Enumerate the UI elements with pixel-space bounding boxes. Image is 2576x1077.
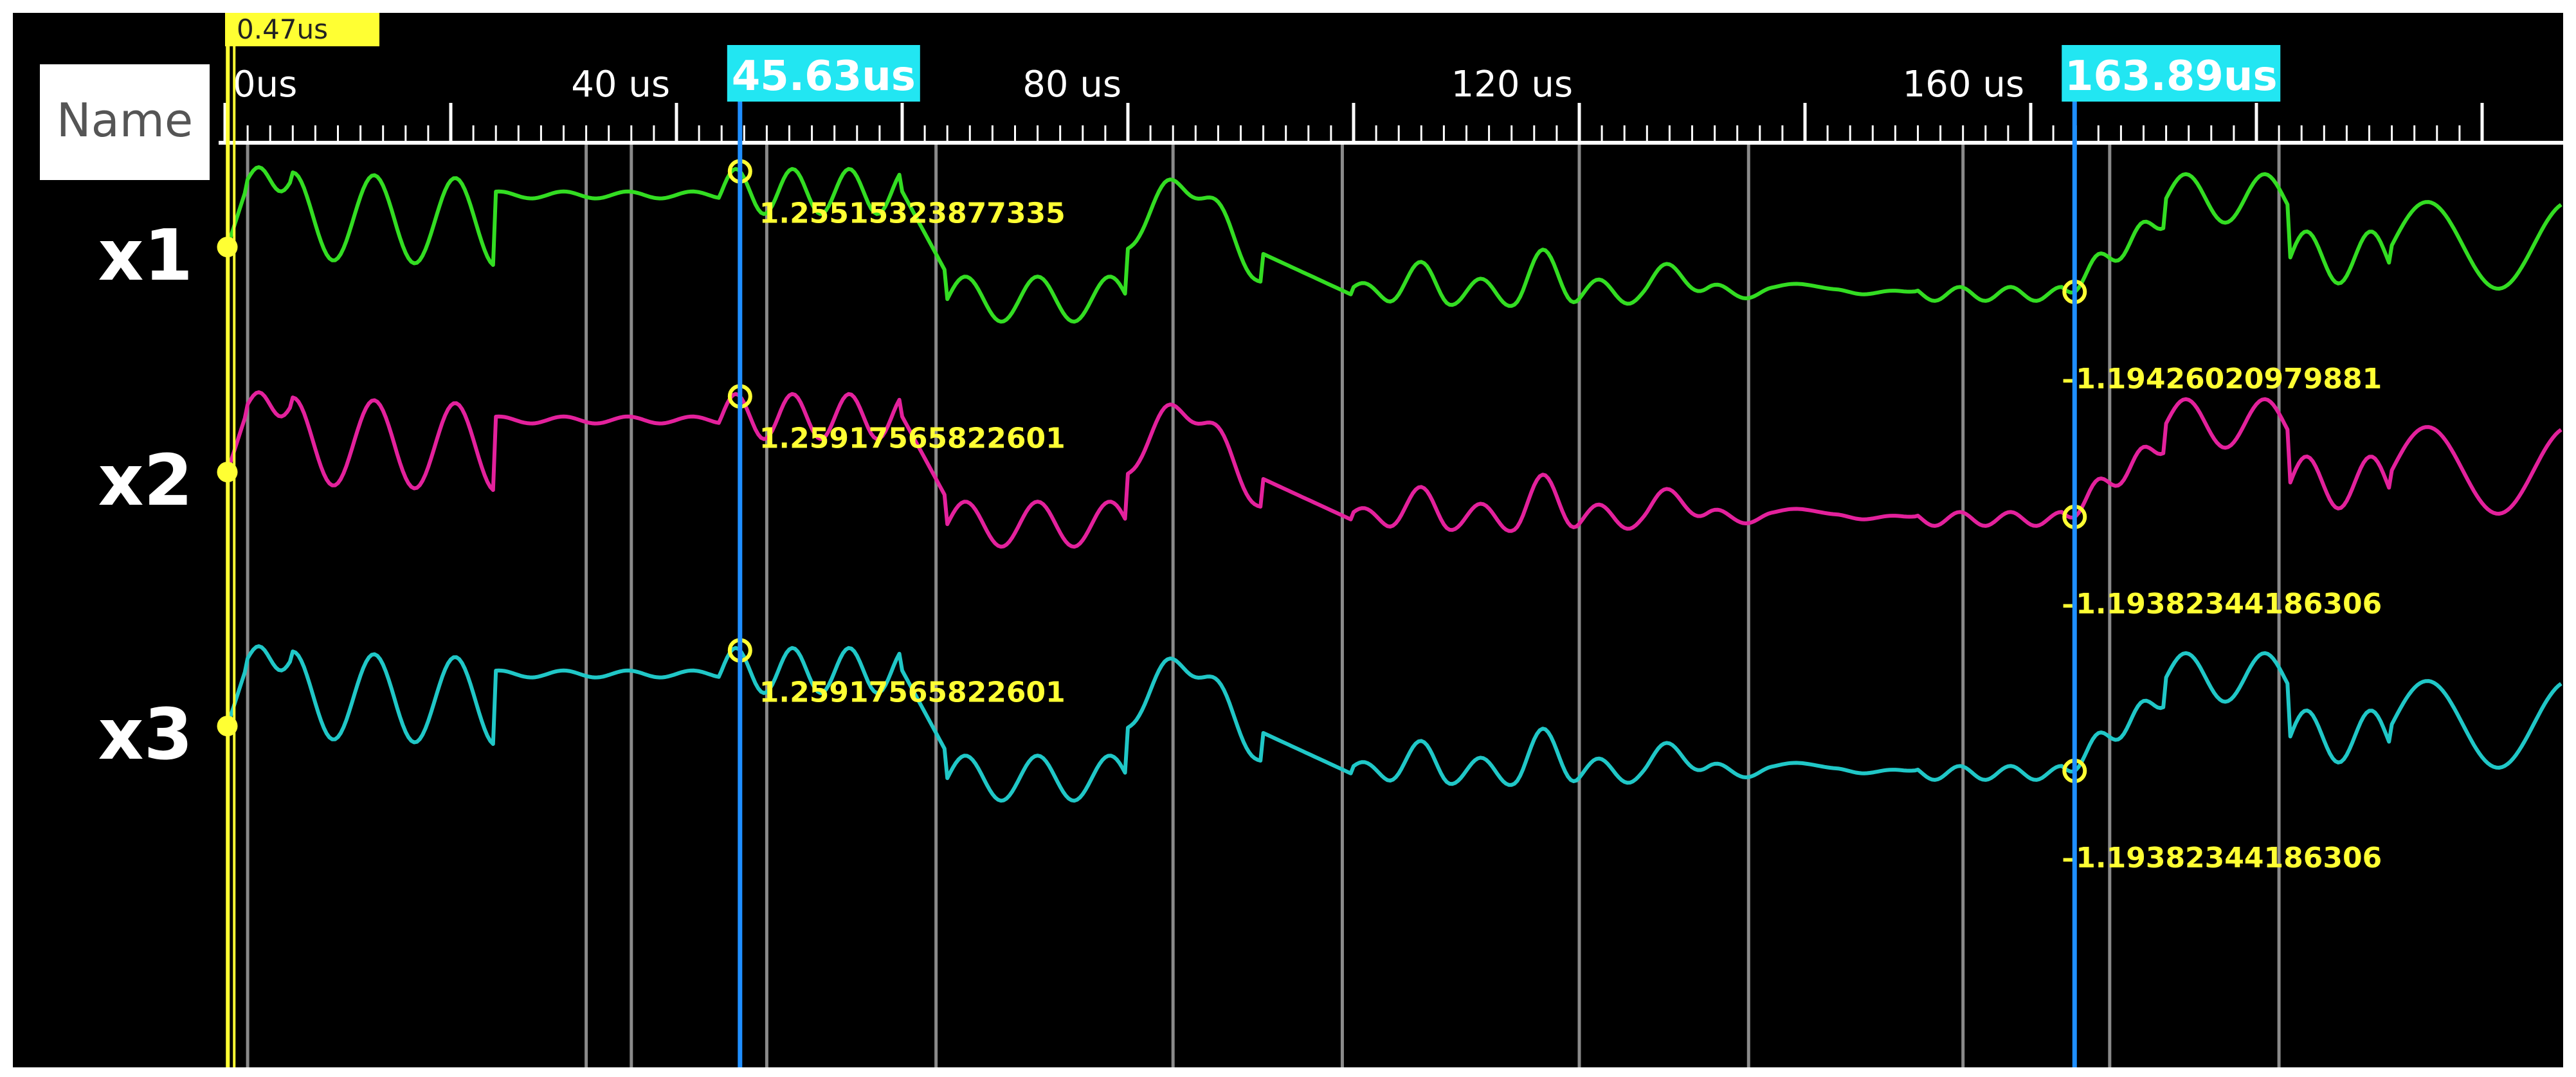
viewer-background [13, 13, 2563, 1067]
signal-names: x1 x2 x3 [98, 214, 194, 775]
grid-lines [246, 145, 2281, 1067]
ruler-tick-label: 160 us [1903, 64, 2024, 105]
ruler-tick-label: 80 us [1022, 64, 1121, 105]
waveform-x3 [223, 644, 2562, 803]
name-column-label: Name [57, 93, 193, 147]
ruler-tick-label: 40 us [571, 64, 670, 105]
waveforms: 1.25515323877335 –1.19426020979881 1.25917… [217, 159, 2562, 874]
cursor-value-readout: –1.19426020979881 [2062, 363, 2382, 395]
name-column-header[interactable] [40, 64, 210, 180]
signal-name-x2[interactable]: x2 [98, 439, 194, 521]
ruler-tick-label: 120 us [1451, 64, 1573, 105]
signal-name-x3[interactable]: x3 [98, 693, 194, 775]
time-ruler[interactable]: 0us 40 us 80 us 120 us 160 us [219, 64, 2563, 145]
cursor-value-readout: 1.25917565822601 [759, 422, 1066, 455]
measurement-cursors[interactable]: 45.63us 163.89us [727, 45, 2281, 1067]
waveform-x2 [223, 390, 2562, 549]
waveform-x1 [223, 165, 2562, 324]
signal-name-x1[interactable]: x1 [98, 214, 194, 296]
cursor-value-readout: 1.25515323877335 [759, 197, 1066, 230]
cursor-tag-a[interactable] [727, 45, 920, 102]
cursor-value-readout: –1.19382344186306 [2062, 842, 2382, 874]
cursor-tag-label: 45.63us [732, 53, 916, 100]
time-cursor-readout-tag [225, 13, 379, 46]
cursor-tag-label: 163.89us [2065, 53, 2278, 100]
ruler-tick-label: 0us [233, 64, 297, 105]
time-cursor[interactable] [226, 13, 236, 1067]
cursor-value-readout: –1.19382344186306 [2062, 588, 2382, 620]
cursor-value-readout: 1.25917565822601 [759, 676, 1066, 709]
cursor-tag-b[interactable] [2062, 45, 2281, 102]
time-cursor-readout: 0.47us [237, 14, 328, 45]
